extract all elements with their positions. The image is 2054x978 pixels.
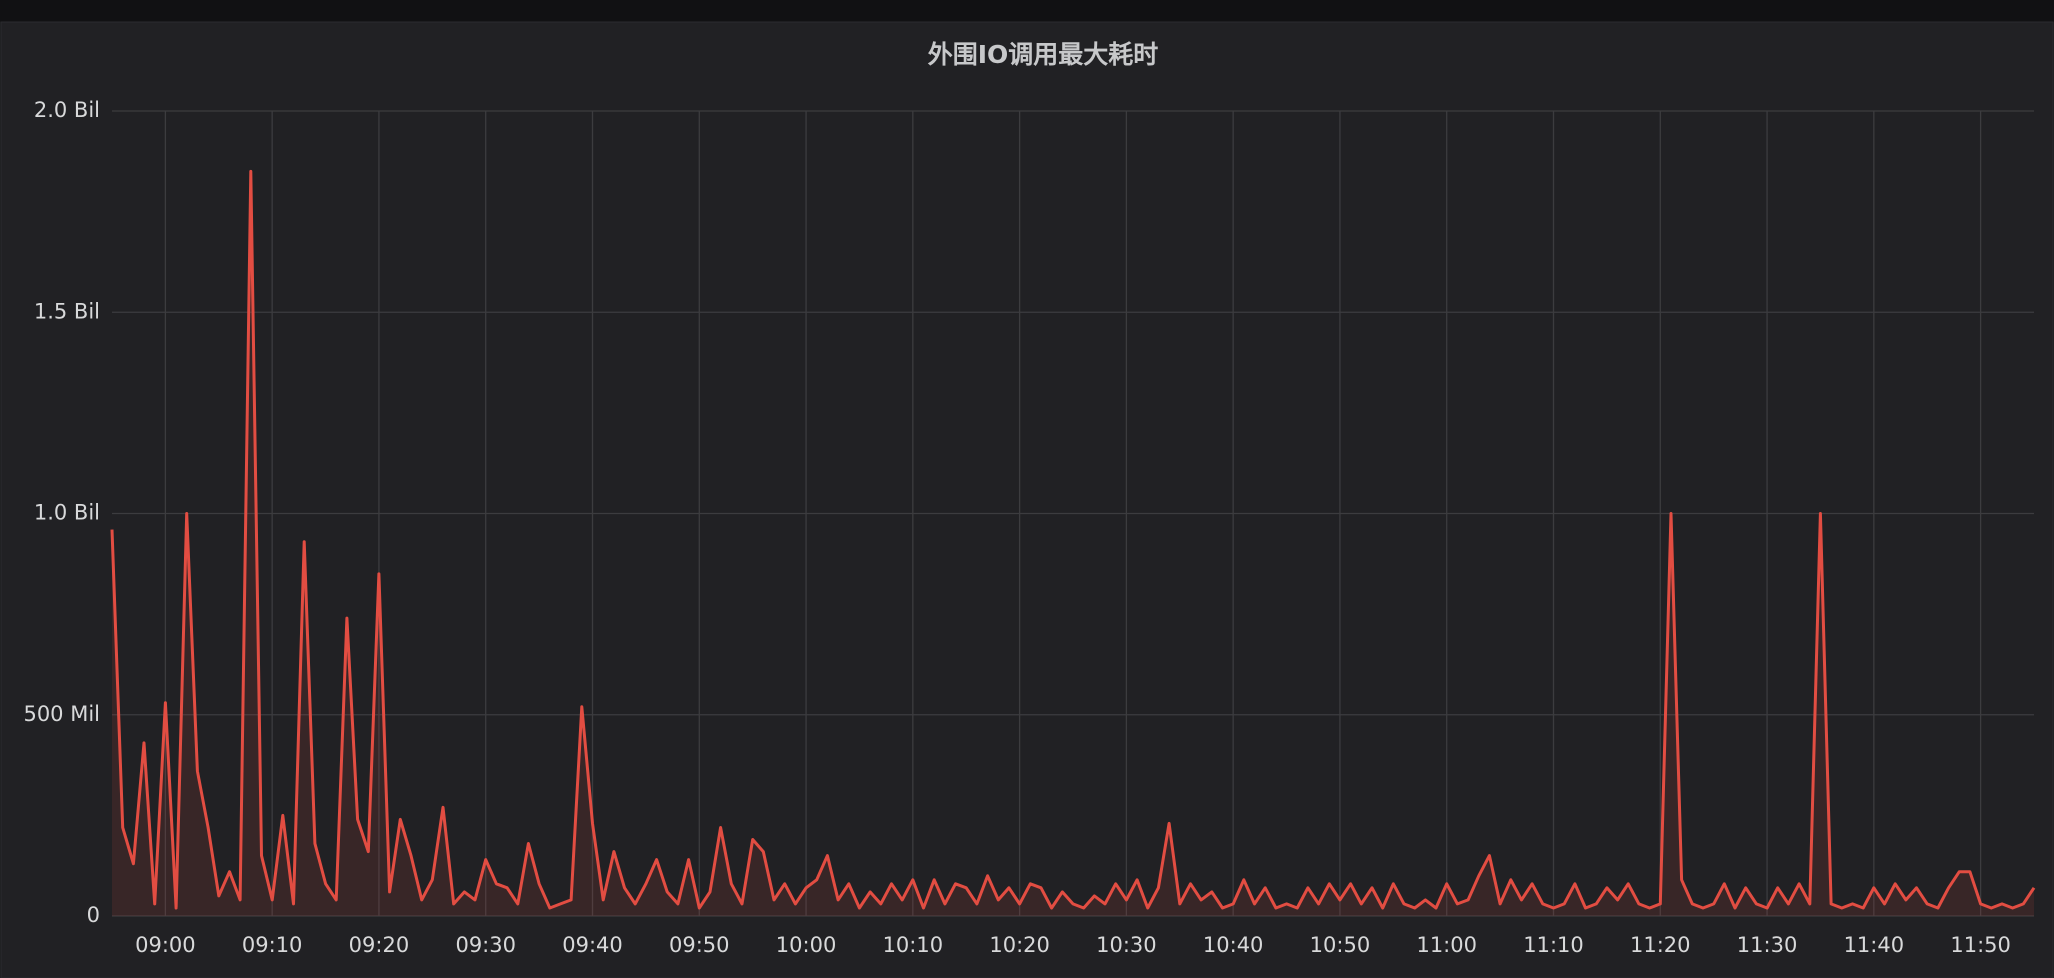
y-tick-label: 2.0 Bil	[34, 98, 100, 122]
x-tick-label: 11:00	[1416, 933, 1477, 957]
y-tick-label: 500 Mil	[23, 702, 100, 726]
line-series	[110, 169, 2036, 910]
x-tick-label: 10:30	[1096, 933, 1157, 957]
x-tick-label: 09:50	[669, 933, 730, 957]
x-tick-label: 09:30	[455, 933, 516, 957]
x-tick-label: 10:50	[1310, 933, 1371, 957]
x-tick-label: 10:10	[883, 933, 944, 957]
x-tick-label: 11:20	[1630, 933, 1691, 957]
y-tick-label: 1.0 Bil	[34, 501, 100, 525]
x-tick-label: 11:10	[1523, 933, 1584, 957]
x-tick-label: 11:40	[1844, 933, 1905, 957]
x-tick-label: 11:50	[1950, 933, 2011, 957]
panel	[0, 21, 2054, 978]
top-bar	[0, 0, 2054, 22]
y-tick-label: 1.5 Bil	[34, 299, 100, 323]
x-tick-label: 09:40	[562, 933, 623, 957]
x-tick-label: 09:00	[135, 933, 196, 957]
chart-title: 外围IO调用最大耗时	[928, 40, 1159, 69]
x-tick-label: 09:20	[349, 933, 410, 957]
line-area	[112, 171, 2034, 916]
x-tick-label: 10:20	[989, 933, 1050, 957]
x-tick-label: 10:40	[1203, 933, 1264, 957]
y-tick-label: 0	[87, 903, 100, 927]
x-tick-label: 09:10	[242, 933, 303, 957]
x-tick-label: 10:00	[776, 933, 837, 957]
x-tick-label: 11:30	[1737, 933, 1798, 957]
